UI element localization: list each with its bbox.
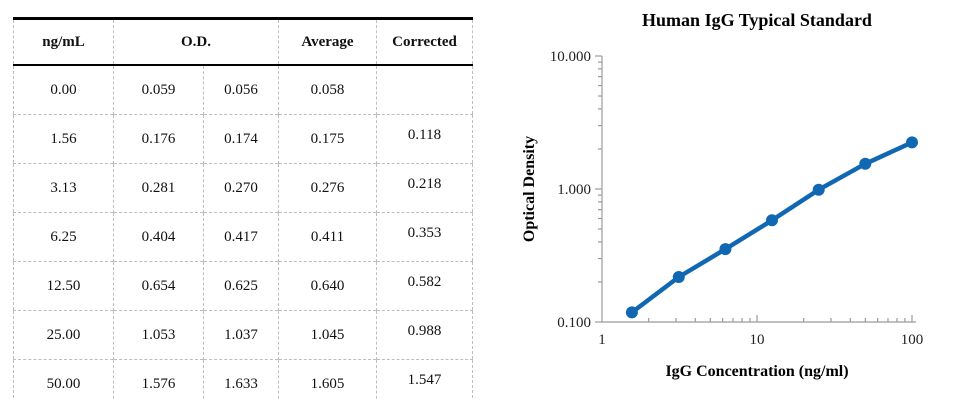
standard-curve-line [629,140,915,315]
cell-od-1: 0.176 [113,114,204,164]
data-point [859,157,872,170]
cell-corrected: 1.547 [376,359,473,400]
table-row: 25.00 1.053 1.037 1.045 0.988 [13,310,473,360]
plot-area: 0.100 1.000 10.000 1 10 100 [550,49,924,348]
cell-od-1: 0.059 [113,65,204,115]
standard-table: ng/mL O.D. Average Corrected 0.00 0.059 0.… [13,17,473,400]
x-axis-title: IgG Concentration (ng/ml) [665,363,848,380]
cell-corrected [376,65,473,115]
cell-concentration: 50.00 [13,359,114,400]
cell-od-2: 0.056 [203,65,279,115]
header-concentration: ng/mL [13,18,114,66]
cell-od-1: 0.654 [113,261,204,311]
cell-average: 1.605 [278,359,377,400]
cell-concentration: 25.00 [13,310,114,360]
y-axis-title: Optical Density [521,136,538,242]
cell-od-1: 1.576 [113,359,204,400]
cell-corrected: 0.988 [376,310,473,360]
cell-average: 0.640 [278,261,377,311]
cell-average: 0.175 [278,114,377,164]
data-point [812,183,825,196]
standard-curve-svg: Human IgG Typical Standard Optical Densi… [521,10,924,380]
cell-concentration: 12.50 [13,261,114,311]
data-point [906,136,918,149]
axis-line [601,56,916,323]
table-row: 3.13 0.281 0.270 0.276 0.218 [13,163,473,213]
y-tick-label: 0.100 [557,315,591,331]
cell-od-2: 0.174 [203,114,279,164]
data-point [719,243,732,256]
standard-curve-chart: Human IgG Typical Standard Optical Densi… [490,0,973,400]
header-corrected: Corrected [376,18,473,66]
y-tick-label: 10.000 [550,49,591,65]
data-point [672,271,685,283]
cell-average: 0.058 [278,65,377,115]
cell-concentration: 3.13 [13,163,114,213]
table-row: 6.25 0.404 0.417 0.411 0.353 [13,212,473,262]
cell-od-2: 0.270 [203,163,279,213]
cell-od-1: 0.404 [113,212,204,262]
cell-average: 0.276 [278,163,377,213]
cell-od-1: 1.053 [113,310,204,360]
table-row: 1.56 0.176 0.174 0.175 0.118 [13,114,473,164]
cell-average: 1.045 [278,310,377,360]
cell-average: 0.411 [278,212,377,262]
table-row: 50.00 1.576 1.633 1.605 1.547 [13,359,473,400]
cell-corrected: 0.218 [376,163,473,213]
y-tick-label: 1.000 [557,182,591,198]
cell-corrected: 0.582 [376,261,473,311]
data-point [766,214,778,227]
header-od: O.D. [113,18,279,66]
cell-corrected: 0.353 [376,212,473,262]
cell-od-2: 1.037 [203,310,279,360]
cell-od-1: 0.281 [113,163,204,213]
x-tick-label: 10 [750,332,765,348]
cell-od-2: 0.417 [203,212,279,262]
cell-concentration: 1.56 [13,114,114,164]
standard-data-table: ng/mL O.D. Average Corrected 0.00 0.059 0.… [13,17,473,400]
table-header-row: ng/mL O.D. Average Corrected [13,18,473,66]
chart-title: Human IgG Typical Standard [642,10,872,30]
cell-concentration: 0.00 [50,81,77,98]
cell-corrected: 0.118 [376,114,473,164]
cell-od-2: 0.625 [203,261,279,311]
cell-od-2: 1.633 [203,359,279,400]
table-row: 12.50 0.654 0.625 0.640 0.582 [13,261,473,311]
table-body: 0.00 0.059 0.056 0.058 1.56 0.176 0.174 0.175 0.… [13,65,473,400]
x-tick-label: 100 [901,332,924,348]
cell-concentration: 6.25 [13,212,114,262]
data-point [625,306,638,319]
x-tick-label: 1 [598,332,606,348]
table-row: 0.00 0.059 0.056 0.058 [14,65,473,115]
header-average: Average [278,18,377,66]
